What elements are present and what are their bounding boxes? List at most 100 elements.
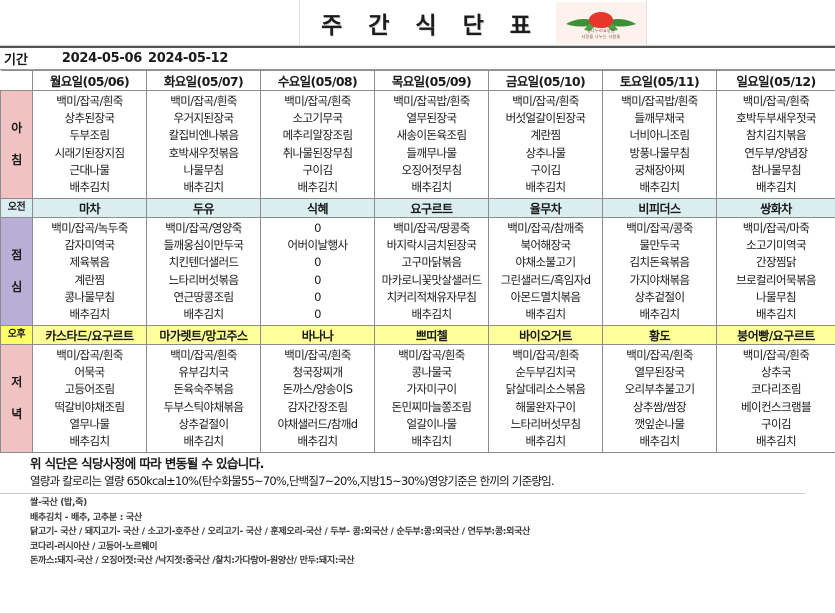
menu-item: 코다리조림 bbox=[751, 382, 802, 397]
menu-item: 고구마닭볶음 bbox=[401, 255, 462, 270]
menu-item: 참나물무침 bbox=[751, 162, 802, 177]
breakfast-cell-thu: 백미/잡곡밥/흰죽 열무된장국 새송이돈육조림 들깨무나물 오징어젓무침 배추김… bbox=[374, 90, 489, 199]
flower-icon bbox=[589, 11, 613, 28]
day-header-fri: 금요일(05/10) bbox=[488, 70, 603, 91]
menu-item: 유부김치국 bbox=[178, 364, 230, 379]
dinner-cell-tue: 백미/잡곡/흰죽 유부김치국 돈육숙주볶음 두부스틱야채볶음 상추겉절이 배추김… bbox=[146, 344, 261, 453]
menu-item: 상추국 bbox=[761, 364, 792, 379]
menu-item: 상추된장국 bbox=[64, 110, 116, 125]
breakfast-cell-wed: 백미/잡곡/흰죽 소고기무국 메추리알장조림 취나물된장무침 구이김 배추김치 bbox=[260, 90, 375, 199]
period-row: 기간 2024-05-06 2024-05-12 bbox=[0, 46, 835, 70]
menu-item: 브로컬리어묵볶음 bbox=[736, 272, 816, 287]
menu-item: 백미/잡곡/땅콩죽 bbox=[393, 220, 470, 235]
menu-item: 너비아니조림 bbox=[629, 128, 690, 143]
menu-item: 백미/잡곡/마죽 bbox=[742, 220, 810, 235]
logo-caption-line2: 사랑을 나누는 사람들 bbox=[581, 33, 621, 39]
menu-item: 0 bbox=[314, 289, 321, 304]
menu-item: 배추김치 bbox=[756, 307, 797, 322]
menu-item: 돈육숙주볶음 bbox=[173, 382, 234, 397]
menu-item: 들깨무채국 bbox=[634, 110, 686, 125]
menu-item: 오징어젓무침 bbox=[401, 162, 462, 177]
organization-logo: 장나누리요양원 사랑을 나누는 사람들 bbox=[556, 1, 646, 44]
menu-item: 열무나물 bbox=[69, 416, 111, 431]
menu-item: 백미/잡곡/흰죽 bbox=[626, 347, 693, 362]
menu-item: 해물완자구이 bbox=[515, 399, 576, 414]
menu-item: 0 bbox=[314, 255, 321, 270]
menu-item: 호박새우젓볶음 bbox=[168, 145, 239, 160]
row-label-dinner-char1: 저 bbox=[11, 375, 22, 390]
menu-item: 배추김치 bbox=[183, 307, 225, 322]
menu-item: 야채샐러드/참깨d bbox=[277, 416, 358, 431]
menu-item: 연근땅콩조림 bbox=[173, 289, 234, 304]
menu-item: 새송이돈육조림 bbox=[396, 128, 467, 143]
row-label-breakfast-char1: 아 bbox=[11, 121, 22, 136]
menu-item: 시래기된장지짐 bbox=[54, 145, 125, 160]
menu-item: 감자간장조림 bbox=[287, 399, 348, 414]
menu-item: 백미/잡곡/흰죽 bbox=[742, 93, 810, 108]
menu-item: 열무된장국 bbox=[634, 364, 686, 379]
menu-item: 상추쌈/쌈장 bbox=[632, 399, 687, 414]
page-title: 주 간 식 단 표 bbox=[321, 12, 540, 39]
breakfast-cell-sat: 백미/잡곡밥/흰죽 들깨무채국 너비아니조림 방풍나물무침 궁채장아찌 배추김치 bbox=[602, 90, 717, 199]
am-snack-fri: 율무차 bbox=[488, 198, 603, 218]
menu-item: 간장찜닭 bbox=[756, 255, 797, 270]
menu-item: 두부조림 bbox=[69, 128, 111, 143]
menu-item: 0 bbox=[314, 272, 321, 287]
pm-snack-fri: 바이오거트 bbox=[488, 325, 603, 345]
lunch-cell-thu: 백미/잡곡/땅콩죽 바지락시금치된장국 고구마닭볶음 마카로니꽃맛살샐러드 치커… bbox=[374, 217, 489, 326]
pm-snack-wed: 바나나 bbox=[260, 325, 375, 345]
menu-item: 배추김치 bbox=[411, 180, 453, 195]
dinner-cell-sun: 백미/잡곡/흰죽 상추국 코다리조림 베이컨스크램블 구이김 배추김치 bbox=[716, 344, 835, 453]
menu-item: 배추김치 bbox=[411, 307, 453, 322]
day-header-wed: 수요일(05/08) bbox=[260, 70, 375, 91]
menu-item: 버섯얼갈이된장국 bbox=[505, 110, 586, 125]
menu-item: 고등어조림 bbox=[64, 382, 116, 397]
day-header-sat: 토요일(05/11) bbox=[602, 70, 717, 91]
am-snack-mon: 마차 bbox=[32, 198, 147, 218]
menu-item: 상추겉절이 bbox=[178, 416, 230, 431]
menu-item: 백미/잡곡/흰죽 bbox=[170, 93, 237, 108]
menu-item: 깻잎순나물 bbox=[634, 416, 686, 431]
menu-item: 배추김치 bbox=[639, 307, 681, 322]
breakfast-row: 아 침 백미/잡곡/흰죽 상추된장국 두부조림 시래기된장지짐 근대나물 배추김… bbox=[0, 90, 835, 199]
menu-item: 궁채장아찌 bbox=[634, 162, 686, 177]
menu-item: 느타리버섯무침 bbox=[510, 416, 581, 431]
origin-line-processed: 돈까스:돼지-국산 / 오징어젓:국산 /낙지젓:중국산 /찰치:가다랑어-원양… bbox=[30, 556, 355, 567]
menu-item: 콩나물국 bbox=[411, 364, 453, 379]
lunch-cell-mon: 백미/잡곡/녹두죽 감자미역국 제육볶음 계란찜 콩나물무침 배추김치 bbox=[32, 217, 147, 326]
menu-item: 배추김치 bbox=[411, 434, 453, 449]
period-end-date: 2024-05-12 bbox=[148, 51, 229, 66]
menu-item: 배추김치 bbox=[69, 434, 111, 449]
origin-line-meat: 닭고기- 국산 / 돼지고기- 국산 / 소고기-호주산 / 오리고기- 국산 … bbox=[30, 527, 531, 538]
origin-line-kimchi: 배추김치 - 배추, 고추분 : 국산 bbox=[30, 512, 142, 523]
menu-item: 소고기무국 bbox=[292, 110, 344, 125]
dinner-cell-fri: 백미/잡곡/흰죽 순두부김치국 닭살데리소스볶음 해물완자구이 느타리버섯무침 … bbox=[488, 344, 603, 453]
menu-item: 구이김 bbox=[530, 162, 562, 177]
pm-snack-tue: 마가렛트/망고주스 bbox=[146, 325, 261, 345]
dinner-cell-thu: 백미/잡곡/흰죽 콩나물국 가자미구이 돈민찌마늘쫑조림 얼갈이나물 배추김치 bbox=[374, 344, 489, 453]
row-label-breakfast: 아 침 bbox=[0, 90, 33, 199]
menu-item: 돈까스/양송이S bbox=[282, 382, 353, 397]
menu-item: 돈민찌마늘쫑조림 bbox=[391, 399, 472, 414]
origin-line-rice: 쌀-국산 (밥,죽) bbox=[30, 498, 87, 509]
menu-item: 백미/잡곡/흰죽 bbox=[56, 347, 123, 362]
row-label-am-snack: 오전 bbox=[0, 198, 33, 218]
row-label-lunch-char1: 점 bbox=[11, 248, 22, 263]
menu-item: 어묵국 bbox=[74, 364, 106, 379]
day-header-tue: 화요일(05/07) bbox=[146, 70, 261, 91]
menu-item: 배추김치 bbox=[297, 180, 339, 195]
menu-item: 백미/잡곡밥/흰죽 bbox=[393, 93, 470, 108]
menu-item: 구이김 bbox=[302, 162, 334, 177]
am-snack-tue: 두유 bbox=[146, 198, 261, 218]
breakfast-cell-mon: 백미/잡곡/흰죽 상추된장국 두부조림 시래기된장지짐 근대나물 배추김치 bbox=[32, 90, 147, 199]
menu-item: 야채소불고기 bbox=[515, 255, 576, 270]
menu-item: 백미/잡곡/참깨죽 bbox=[507, 220, 584, 235]
title-bar: 주 간 식 단 표 장나누리요양원 사랑을 나누는 사람들 bbox=[0, 0, 835, 46]
day-header-mon: 월요일(05/06) bbox=[32, 70, 147, 91]
row-label-dinner: 저 녁 bbox=[0, 344, 33, 453]
row-label-lunch: 점 심 bbox=[0, 217, 33, 326]
period-start-date: 2024-05-06 bbox=[61, 51, 142, 66]
am-snack-sat: 비피더스 bbox=[602, 198, 717, 218]
lunch-cell-sat: 백미/잡곡/콩죽 물만두국 김치돈육볶음 가지야채볶음 상추겉절이 배추김치 bbox=[602, 217, 717, 326]
menu-item: 그린샐러드/흑임자d bbox=[500, 272, 591, 287]
